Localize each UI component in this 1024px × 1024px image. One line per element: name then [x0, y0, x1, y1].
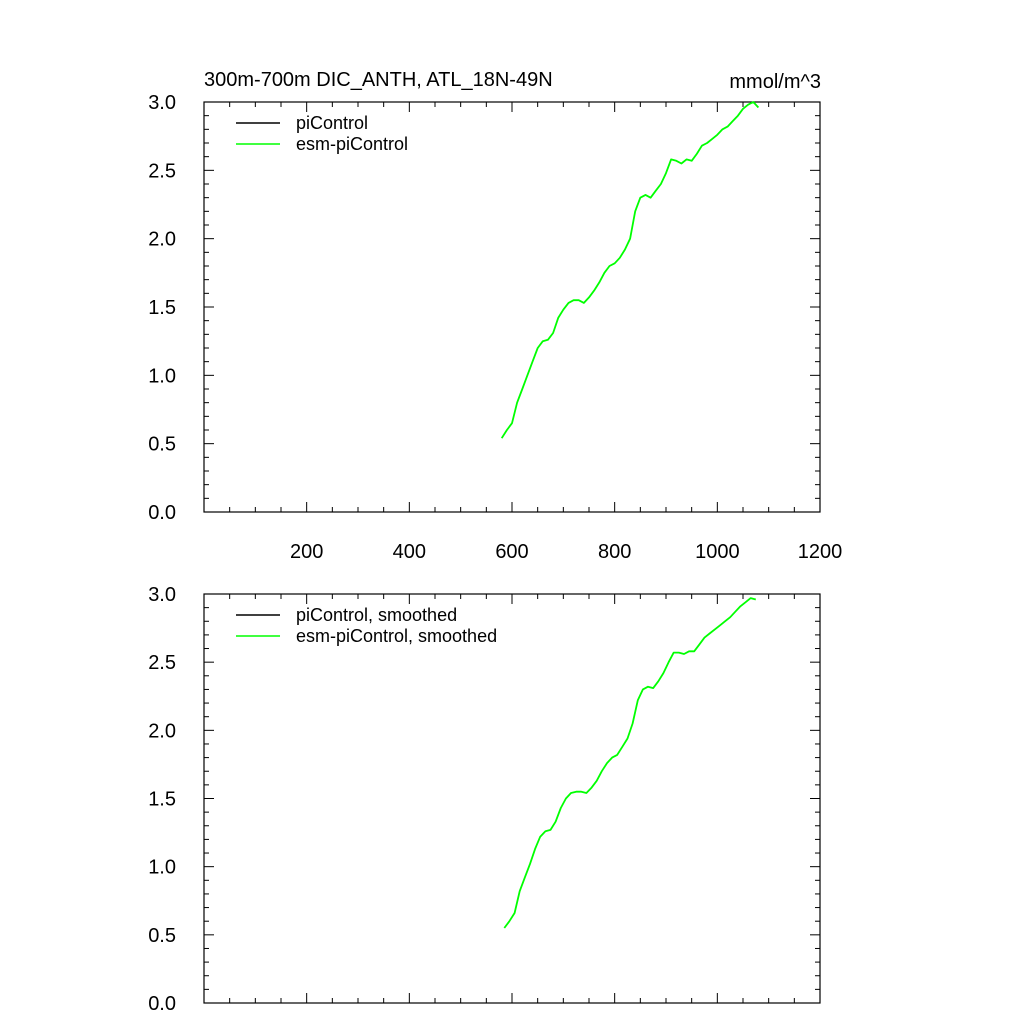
y-tick-label: 1.5 — [148, 297, 176, 319]
legend-label: piControl, smoothed — [296, 605, 457, 625]
legend-label: esm-piControl, smoothed — [296, 626, 497, 646]
units-label: mmol/m^3 — [729, 71, 821, 93]
x-tick-label: 600 — [495, 541, 528, 563]
x-tick-label: 400 — [393, 541, 426, 563]
y-tick-label: 0.5 — [148, 434, 176, 456]
y-tick-label: 3.0 — [148, 584, 176, 606]
legend-label: esm-piControl — [296, 134, 408, 154]
series-line-esm-picontrol — [500, 101, 760, 439]
y-tick-label: 2.5 — [148, 160, 176, 182]
y-tick-label: 2.5 — [148, 652, 176, 674]
y-tick-label: 2.0 — [148, 720, 176, 742]
x-tick-label: 1200 — [798, 541, 843, 563]
y-tick-label: 0.5 — [148, 925, 176, 947]
y-tick-label: 1.0 — [148, 857, 176, 879]
top-panel: 300m-700m DIC_ANTH, ATL_18N-49N mmol/m^3… — [148, 69, 842, 563]
y-tick-label: 1.5 — [148, 789, 176, 811]
x-tick-label: 800 — [598, 541, 631, 563]
plot-frame — [203, 593, 821, 1004]
bottom-panel: 0.0 0.5 1.0 1.5 2.0 2.5 3.0 piControl, smoothed… — [148, 584, 821, 1015]
x-tick-label: 1000 — [695, 541, 740, 563]
y-tick-label: 0.0 — [148, 502, 176, 524]
y-tick-label: 1.0 — [148, 365, 176, 387]
y-tick-label: 0.0 — [148, 993, 176, 1015]
series-line-esm-picontrol — [503, 597, 757, 929]
plot-frame — [203, 101, 821, 513]
chart-title: 300m-700m DIC_ANTH, ATL_18N-49N — [204, 69, 553, 91]
y-tick-label: 2.0 — [148, 229, 176, 251]
legend-label: piControl — [296, 113, 368, 133]
x-tick-label: 200 — [290, 541, 323, 563]
y-tick-label: 3.0 — [148, 92, 176, 114]
